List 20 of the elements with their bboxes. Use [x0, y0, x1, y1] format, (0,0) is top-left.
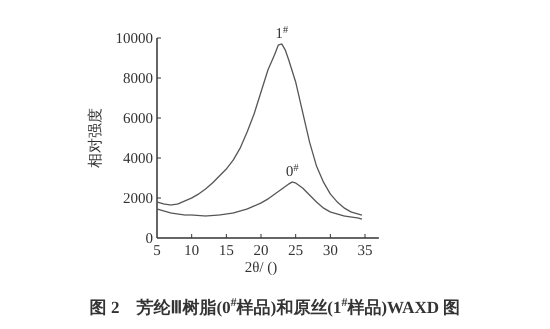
y-tick-label: 0: [146, 231, 153, 247]
y-tick-label: 2000: [123, 191, 153, 207]
y-tick-label: 8000: [123, 71, 153, 87]
line-series: [156, 43, 362, 216]
x-tick-label: 35: [358, 243, 372, 259]
y-tick-label: 6000: [123, 111, 153, 127]
series-label: 0$^{#}$: [286, 162, 300, 180]
x-axis-title: 2θ/ (): [244, 260, 278, 276]
x-tick-label: 30: [322, 243, 338, 259]
series-label: 1$^{#}$: [275, 24, 289, 42]
x-tick-label: 5: [153, 243, 161, 259]
x-tick-label: 20: [254, 243, 268, 259]
x-tick-label: 10: [184, 243, 200, 259]
line-series: [156, 181, 362, 220]
y-tick-label: 10000: [116, 31, 153, 47]
text: 图 2 芳纶Ⅲ树脂(0$^{#}$样品)和原丝(1$^{#}$样品)WAXD 图: [90, 295, 460, 317]
y-tick-label: 4000: [123, 151, 153, 167]
y-axis-title: 相对强度: [87, 108, 104, 168]
x-tick-label: 25: [288, 243, 304, 259]
x-tick-label: 15: [218, 243, 234, 259]
